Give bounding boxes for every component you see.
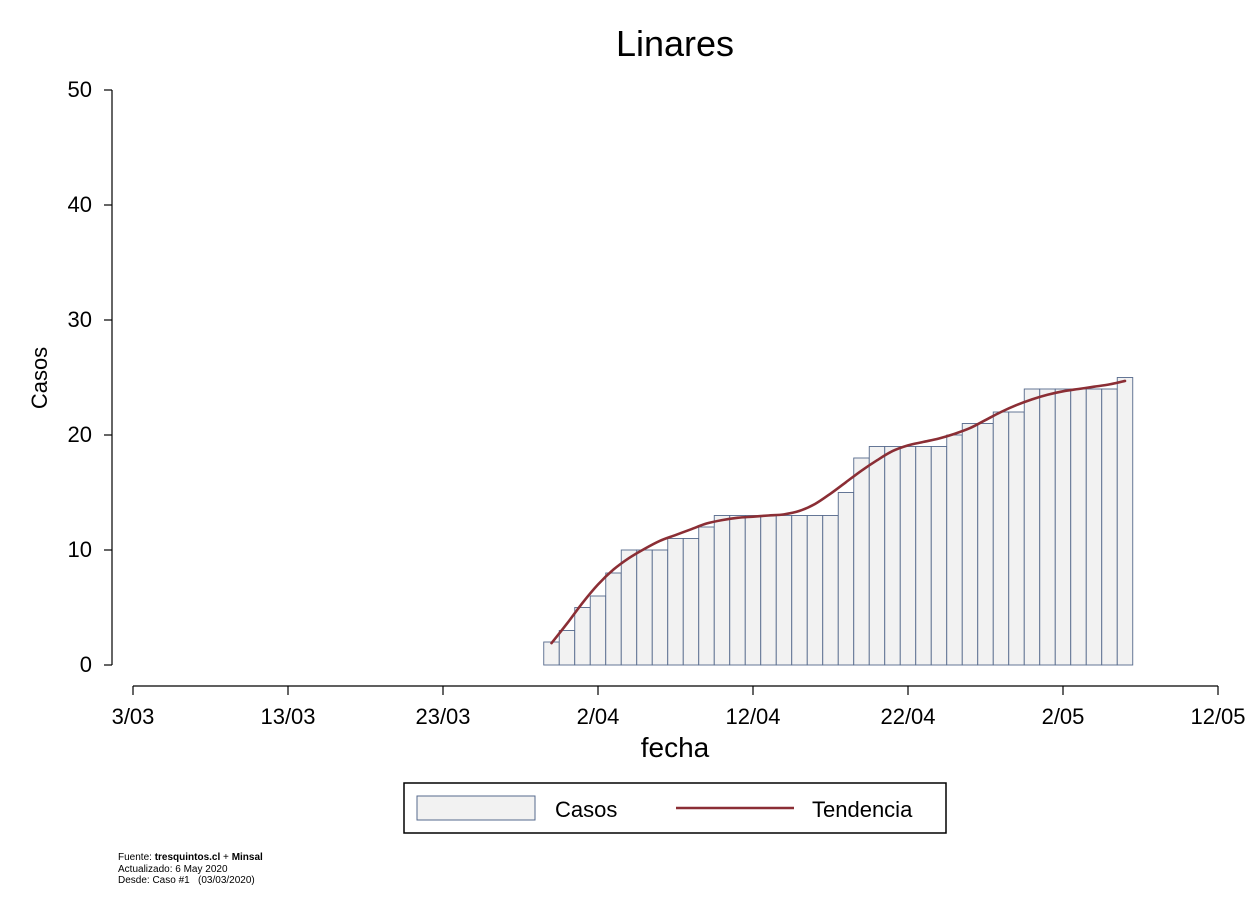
- footer-source-second: Minsal: [231, 852, 263, 863]
- bar: [930, 446, 948, 666]
- bar: [822, 515, 839, 666]
- bar: [682, 538, 700, 666]
- bar: [791, 515, 808, 666]
- legend-bars-swatch: [416, 795, 536, 821]
- x-tick-label: 3/03: [112, 704, 155, 729]
- bar: [884, 446, 901, 666]
- bar: [605, 572, 622, 666]
- y-tick-label: 0: [80, 652, 92, 677]
- bar: [1116, 377, 1134, 666]
- bar: [946, 434, 963, 666]
- x-tick-label: 22/04: [880, 704, 935, 729]
- bar: [1085, 388, 1103, 666]
- y-tick-label: 50: [68, 77, 92, 102]
- x-tick-label: 12/05: [1190, 704, 1245, 729]
- bar: [744, 515, 762, 666]
- bar-group: [543, 377, 1134, 666]
- footer-since: Desde: Caso #1 (03/03/2020): [118, 875, 255, 886]
- trend-line: [550, 379, 1127, 645]
- bar: [899, 446, 917, 666]
- bar: [775, 515, 793, 666]
- x-tick-label: 2/05: [1042, 704, 1085, 729]
- footer-source-prefix: Fuente:: [118, 852, 155, 863]
- y-tick-label: 10: [68, 537, 92, 562]
- bar: [558, 630, 576, 666]
- legend: Casos Tendencia: [403, 782, 947, 834]
- bar: [651, 549, 669, 666]
- y-axis-label: Casos: [27, 347, 52, 409]
- bar: [1039, 388, 1056, 666]
- bar: [667, 538, 684, 666]
- x-axis-label: fecha: [641, 732, 710, 763]
- bar: [760, 515, 777, 666]
- x-tick-label: 23/03: [415, 704, 470, 729]
- x-tick-label: 2/04: [577, 704, 620, 729]
- x-axis: 3/03 13/03 23/03 2/04 12/04 22/04 2/05 12/05: [112, 685, 1246, 729]
- bar: [636, 549, 653, 666]
- trend-line-group: [550, 379, 1127, 645]
- bar: [698, 526, 715, 666]
- x-tick-label: 12/04: [725, 704, 780, 729]
- bar: [961, 423, 979, 666]
- bar: [992, 411, 1010, 666]
- bar: [589, 595, 607, 666]
- bar: [1101, 388, 1118, 666]
- bar: [977, 423, 994, 666]
- bar: [1008, 411, 1025, 666]
- bar: [1054, 388, 1072, 666]
- x-tick-label: 13/03: [260, 704, 315, 729]
- bar: [915, 446, 932, 666]
- bar: [1023, 388, 1041, 666]
- legend-bars-label: Casos: [555, 797, 617, 822]
- bar: [868, 446, 886, 666]
- bar: [620, 549, 638, 666]
- bar: [729, 515, 746, 666]
- bar: [543, 641, 560, 666]
- bar: [574, 607, 591, 666]
- y-tick-label: 20: [68, 422, 92, 447]
- bar: [853, 457, 870, 666]
- footer: Fuente: tresquintos.cl + Minsal Actualiz…: [118, 852, 263, 887]
- footer-source: Fuente: tresquintos.cl + Minsal: [118, 852, 263, 864]
- y-tick-label: 30: [68, 307, 92, 332]
- bar: [806, 515, 824, 666]
- footer-updated: Actualizado: 6 May 2020: [118, 863, 228, 875]
- y-tick-label: 40: [68, 192, 92, 217]
- footer-source-main: tresquintos.cl: [154, 852, 221, 863]
- bar: [713, 515, 731, 666]
- y-axis: 0 10 20 30 40 50: [68, 77, 113, 677]
- chart-title: Linares: [616, 23, 734, 64]
- bar: [837, 492, 855, 666]
- footer-source-sep: +: [220, 852, 232, 863]
- bar: [1070, 388, 1087, 666]
- legend-line-label: Tendencia: [812, 797, 913, 822]
